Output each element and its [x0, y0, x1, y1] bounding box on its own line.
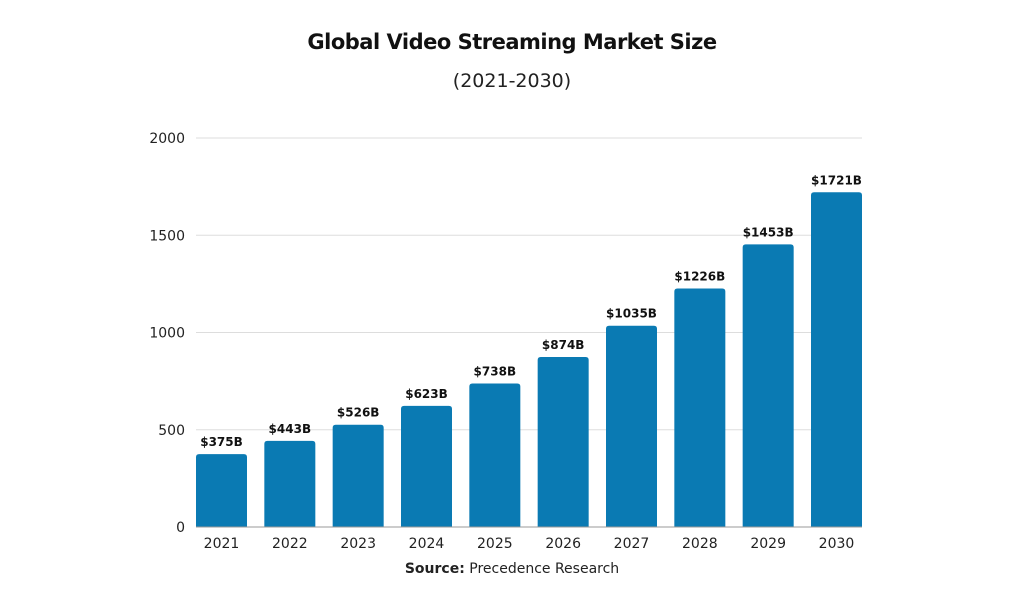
bar: [606, 325, 657, 527]
bar: [196, 454, 247, 527]
source-note: Source: Precedence Research: [0, 561, 1024, 577]
x-tick-label: 2024: [409, 536, 445, 552]
data-label: $874B: [542, 338, 585, 352]
x-tick-label: 2022: [272, 536, 308, 552]
y-tick-label: 2000: [149, 131, 185, 147]
data-label: $738B: [474, 364, 517, 378]
bar: [401, 405, 452, 527]
chart-subtitle: (2021-2030): [452, 70, 572, 92]
source-label: Source:: [404, 561, 465, 577]
x-tick-label: 2026: [545, 536, 581, 552]
bar: [674, 288, 726, 527]
data-label: $443B: [269, 422, 312, 436]
data-label: $526B: [337, 406, 380, 420]
chart-title: Global Video Streaming Market Size: [307, 30, 717, 54]
bar: [742, 244, 794, 528]
x-tick-label: 2021: [204, 536, 240, 552]
x-tick-label: 2028: [682, 536, 718, 552]
data-label: $375B: [200, 435, 243, 449]
x-tick-label: 2023: [340, 536, 376, 552]
y-tick-label: 1500: [149, 228, 185, 244]
data-label: $1226B: [674, 270, 725, 284]
data-label: $623B: [405, 387, 448, 401]
bar: [332, 424, 384, 527]
bar: [469, 383, 521, 527]
bar: [537, 357, 589, 527]
x-tick-label: 2027: [614, 536, 650, 552]
y-tick-label: 500: [158, 423, 185, 439]
x-tick-label: 2025: [477, 536, 513, 552]
data-label: $1453B: [743, 225, 794, 239]
y-tick-label: 0: [176, 520, 185, 536]
y-tick-label: 1000: [149, 326, 185, 342]
bar: [811, 192, 862, 527]
x-tick-label: 2029: [750, 536, 786, 552]
data-label: $1721B: [811, 173, 862, 187]
source-text: Precedence Research: [469, 561, 620, 577]
x-tick-label: 2030: [819, 536, 855, 552]
data-label: $1035B: [606, 307, 657, 321]
bar: [264, 440, 316, 527]
